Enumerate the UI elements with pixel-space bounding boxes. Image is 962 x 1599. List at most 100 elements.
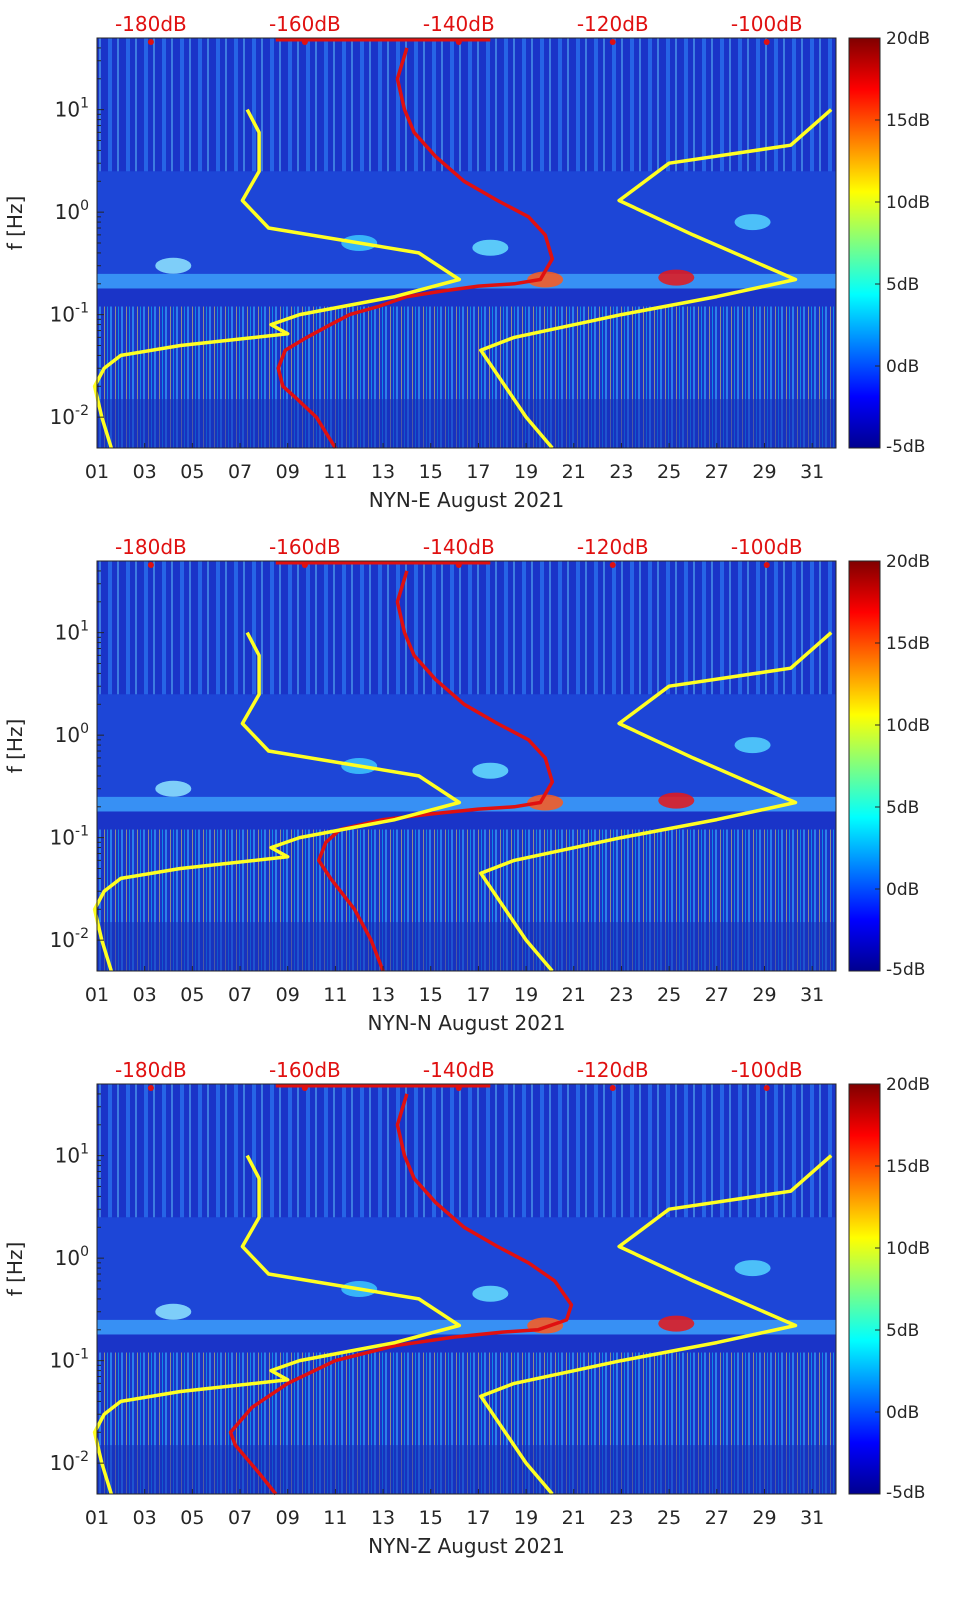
y-tick-label: 100	[55, 1244, 89, 1270]
x-tick-label: 05	[180, 984, 204, 1006]
red-noise-curve-line	[316, 570, 555, 972]
lowest-band	[97, 922, 836, 971]
x-tick-label: 29	[752, 461, 776, 483]
energy-blob	[658, 792, 695, 809]
top-tick-label: -100dB	[731, 535, 803, 559]
high-frequency-band	[97, 1084, 836, 1218]
x-tick-label: 23	[609, 984, 633, 1006]
x-tick-label: 25	[657, 984, 681, 1006]
top-tick-label: -160dB	[269, 12, 341, 36]
x-tick-label: 01	[85, 461, 109, 483]
colorbar-tick-label: 15dB	[886, 1157, 930, 1177]
top-tick-marker	[455, 1085, 462, 1091]
x-tick-label: 21	[562, 984, 586, 1006]
x-tick-label: 25	[657, 461, 681, 483]
x-tick-label: 29	[752, 1507, 776, 1529]
x-tick-label: 03	[133, 461, 157, 483]
top-tick-label: -120dB	[577, 1058, 649, 1082]
lowest-band	[97, 399, 836, 448]
panel-3: 01 03 05 07 09 11 13 15 17 19 21 23 25 27 29 31 NYN-Z Au…	[3, 1058, 930, 1558]
top-tick-marker	[455, 39, 462, 45]
x-tick-label: 21	[562, 1507, 586, 1529]
x-tick-label: 13	[371, 984, 395, 1006]
lowest-band	[97, 1445, 836, 1494]
colorbar-tick-label: 15dB	[886, 634, 930, 654]
x-tick-label: 11	[323, 1507, 347, 1529]
colorbar-tick-label: -5dB	[886, 437, 925, 457]
energy-blob	[155, 1303, 192, 1320]
x-tick-label: 17	[466, 1507, 490, 1529]
top-tick-marker	[147, 562, 154, 568]
x-axis-label: NYN-N August 2021	[368, 1011, 566, 1035]
y-tick-label: 10-1	[50, 1347, 89, 1373]
x-tick-label: 01	[85, 984, 109, 1006]
y-tick-label: 101	[55, 619, 89, 645]
red-noise-curve-line	[228, 1093, 574, 1496]
x-tick-label: 05	[180, 461, 204, 483]
microseism-band	[97, 1217, 836, 1320]
colorbar-tick-label: 20dB	[886, 29, 930, 49]
top-tick-marker	[301, 1085, 308, 1091]
x-tick-label: 23	[609, 461, 633, 483]
x-tick-label: 15	[419, 461, 443, 483]
x-tick-label: 07	[228, 984, 252, 1006]
colorbar-tick-label: 0dB	[886, 1403, 919, 1423]
x-axis-label: NYN-E August 2021	[369, 488, 565, 512]
yellow-model-low-line	[92, 631, 462, 972]
top-tick-marker	[147, 39, 154, 45]
colorbar-tick-label: 0dB	[886, 880, 919, 900]
microseism-band	[97, 694, 836, 797]
top-tick-marker	[763, 1085, 770, 1091]
top-tick-label: -160dB	[269, 1058, 341, 1082]
colorbar-tick-label: -5dB	[886, 960, 925, 980]
spectrogram-image	[97, 561, 836, 971]
top-tick-label: -180dB	[115, 535, 187, 559]
x-tick-label: 09	[276, 1507, 300, 1529]
top-tick-marker	[609, 562, 616, 568]
top-tick-marker	[301, 39, 308, 45]
yellow-model-high-line	[479, 108, 833, 450]
colorbar-tick-label: 10dB	[886, 1239, 930, 1259]
x-tick-label: 17	[466, 984, 490, 1006]
top-tick-label: -160dB	[269, 535, 341, 559]
x-tick-label: 31	[800, 461, 824, 483]
energy-blob	[155, 257, 192, 274]
yellow-model-low-line	[92, 108, 462, 449]
x-tick-label: 11	[323, 461, 347, 483]
red-noise-curve-line	[276, 47, 555, 449]
top-tick-marker	[301, 562, 308, 568]
y-tick-label: 100	[55, 198, 89, 224]
colorbar	[848, 560, 881, 972]
y-tick-label: 10-2	[50, 1449, 89, 1475]
colorbar-tick-label: 10dB	[886, 716, 930, 736]
colorbar-tick-label: 5dB	[886, 275, 919, 295]
x-tick-label: 09	[276, 984, 300, 1006]
colorbar-tick-label: -5dB	[886, 1483, 925, 1503]
top-tick-label: -120dB	[577, 12, 649, 36]
x-tick-label: 15	[419, 1507, 443, 1529]
x-tick-label: 29	[752, 984, 776, 1006]
energy-blob	[658, 269, 695, 286]
top-tick-label: -180dB	[115, 1058, 187, 1082]
top-tick-marker	[609, 39, 616, 45]
x-tick-label: 07	[228, 1507, 252, 1529]
x-tick-label: 27	[705, 984, 729, 1006]
colorbar-tick-label: 15dB	[886, 111, 930, 131]
energy-blob	[155, 780, 192, 797]
x-tick-label: 11	[323, 984, 347, 1006]
top-tick-marker	[763, 39, 770, 45]
colorbar-tick-label: 5dB	[886, 798, 919, 818]
x-tick-label: 27	[705, 1507, 729, 1529]
x-tick-label: 05	[180, 1507, 204, 1529]
high-frequency-band	[97, 561, 836, 695]
microseism-band	[97, 171, 836, 274]
x-tick-label: 03	[133, 1507, 157, 1529]
y-tick-label: 100	[55, 721, 89, 747]
y-tick-label: 10-1	[50, 824, 89, 850]
colorbar-tick-label: 20dB	[886, 552, 930, 572]
y-tick-label: 10-1	[50, 301, 89, 327]
colorbar	[848, 1083, 881, 1495]
y-tick-label: 10-2	[50, 926, 89, 952]
y-axis-label: f [Hz]	[3, 1242, 27, 1297]
